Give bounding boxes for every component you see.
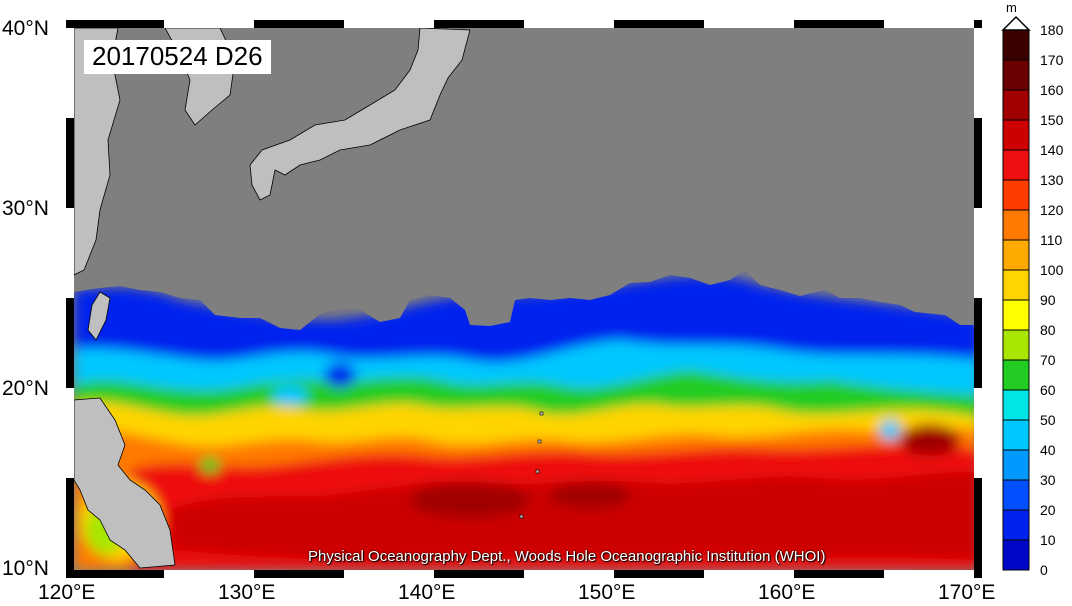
colorbar-cell: [1002, 539, 1030, 571]
colorbar-tick-label: 70: [1040, 352, 1056, 368]
colorbar-tick-label: 100: [1040, 262, 1064, 278]
colorbar-tick-label: 50: [1040, 412, 1056, 428]
land: [74, 28, 471, 569]
colorbar: [1001, 15, 1031, 571]
colorbar-tick-label: 150: [1040, 112, 1064, 128]
colorbar-tick-label: 20: [1040, 502, 1056, 518]
lon-label-160e: 160°E: [758, 581, 816, 604]
credit-text: Physical Oceanography Dept., Woods Hole …: [308, 548, 826, 565]
colorbar-tick-label: 130: [1040, 172, 1064, 188]
islands: [519, 411, 544, 519]
colorbar-tick-label: 160: [1040, 82, 1064, 98]
colorbar-cell: [1002, 269, 1030, 301]
colorbar-cell: [1002, 209, 1030, 241]
lon-label-140e: 140°E: [398, 581, 456, 604]
lat-label-20n: 20°N: [2, 377, 49, 400]
colorbar-cell: [1002, 359, 1030, 391]
colorbar-cell: [1002, 509, 1030, 541]
colorbar-tick-label: 10: [1040, 532, 1056, 548]
colorbar-cell: [1002, 29, 1030, 61]
colorbar-cell: [1002, 239, 1030, 271]
lon-label-130e: 130°E: [218, 581, 276, 604]
colorbar-tick-label: 30: [1040, 472, 1056, 488]
colorbar-tick-label: 110: [1040, 232, 1063, 248]
colorbar-tick-label: 120: [1040, 202, 1064, 218]
colorbar-tick-label: 60: [1040, 382, 1056, 398]
colorbar-tick-label: 170: [1040, 52, 1064, 68]
lon-label-150e: 150°E: [578, 581, 636, 604]
colorbar-tick-label: 90: [1040, 292, 1056, 308]
colorbar-unit: m: [1006, 0, 1017, 15]
colorbar-tick-label: 140: [1040, 142, 1064, 158]
colorbar-tick-label: 80: [1040, 322, 1056, 338]
colorbar-cell: [1002, 119, 1030, 151]
nodata-region: [74, 28, 974, 330]
lat-label-30n: 30°N: [2, 197, 49, 220]
colorbar-cell: [1002, 179, 1030, 211]
colorbar-cell: [1002, 149, 1030, 181]
colorbar-cell: [1002, 449, 1030, 481]
d26-field: [74, 275, 974, 570]
colorbar-tick-label: 0: [1040, 562, 1048, 578]
colorbar-cell: [1002, 479, 1030, 511]
colorbar-cell: [1002, 299, 1030, 331]
colorbar-tick-label: 40: [1040, 442, 1056, 458]
colorbar-tick-label: 180: [1040, 22, 1064, 38]
colorbar-cell: [1002, 389, 1030, 421]
map-title: 20170524 D26: [84, 40, 271, 74]
lat-label-10n: 10°N: [2, 557, 49, 580]
colorbar-arrow: [1001, 15, 1031, 31]
lon-label-170e: 170°E: [938, 581, 996, 604]
colorbar-cell: [1002, 89, 1030, 121]
lon-label-120e: 120°E: [38, 581, 96, 604]
colorbar-cell: [1002, 419, 1030, 451]
colorbar-cell: [1002, 329, 1030, 361]
colorbar-cell: [1002, 59, 1030, 91]
lat-label-40n: 40°N: [2, 17, 49, 40]
